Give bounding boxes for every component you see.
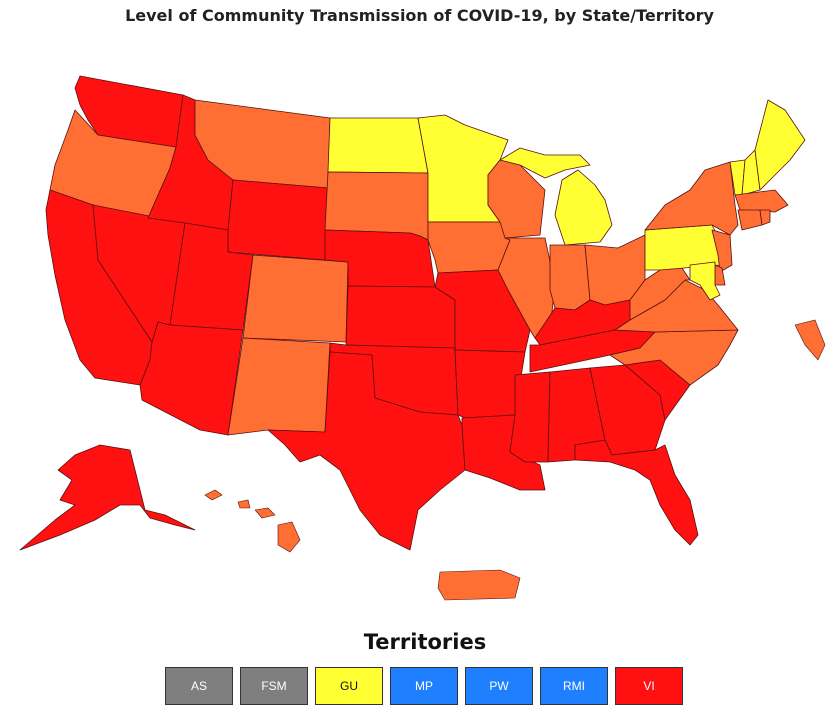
territory-mp-button[interactable]: MP	[390, 667, 458, 705]
state-IA[interactable]	[427, 221, 511, 274]
state-MI-upper[interactable]	[499, 147, 591, 179]
state-MD[interactable]	[689, 261, 721, 301]
state-AR[interactable]	[454, 349, 526, 419]
state-ND[interactable]	[327, 117, 429, 174]
state-MA[interactable]	[734, 189, 789, 213]
state-KS[interactable]	[345, 285, 456, 349]
state-MI-lower[interactable]	[554, 169, 613, 246]
territory-as-button[interactable]: AS	[165, 667, 233, 705]
state-CO[interactable]	[242, 254, 349, 343]
map-title: Level of Community Transmission of COVID…	[125, 6, 714, 25]
territory-marker-east[interactable]	[794, 319, 826, 361]
territory-fsm-button[interactable]: FSM	[240, 667, 308, 705]
territory-vi-button[interactable]: VI	[615, 667, 683, 705]
territory-rmi-button[interactable]: RMI	[540, 667, 608, 705]
state-CT[interactable]	[737, 209, 763, 231]
state-HI-4[interactable]	[277, 521, 301, 553]
state-IN[interactable]	[549, 244, 591, 311]
state-RI[interactable]	[759, 209, 771, 226]
state-NY[interactable]	[644, 161, 739, 236]
state-MS[interactable]	[509, 371, 551, 463]
state-TX[interactable]	[267, 351, 466, 551]
state-NC[interactable]	[609, 329, 739, 386]
state-NM[interactable]	[227, 337, 331, 436]
state-FL[interactable]	[574, 439, 699, 546]
state-HI-1[interactable]	[204, 489, 223, 501]
state-AZ[interactable]	[139, 321, 244, 436]
state-ME[interactable]	[754, 99, 806, 191]
state-WY[interactable]	[227, 179, 329, 261]
state-SD[interactable]	[324, 171, 429, 241]
territory-gu-button[interactable]: GU	[315, 667, 383, 705]
territory-pw-button[interactable]: PW	[465, 667, 533, 705]
territories-heading: Territories	[363, 630, 487, 654]
state-AK[interactable]	[19, 444, 196, 551]
state-NJ[interactable]	[711, 229, 733, 273]
state-HI-2[interactable]	[237, 499, 251, 509]
state-PR[interactable]	[437, 569, 521, 601]
state-HI-3[interactable]	[254, 507, 276, 519]
